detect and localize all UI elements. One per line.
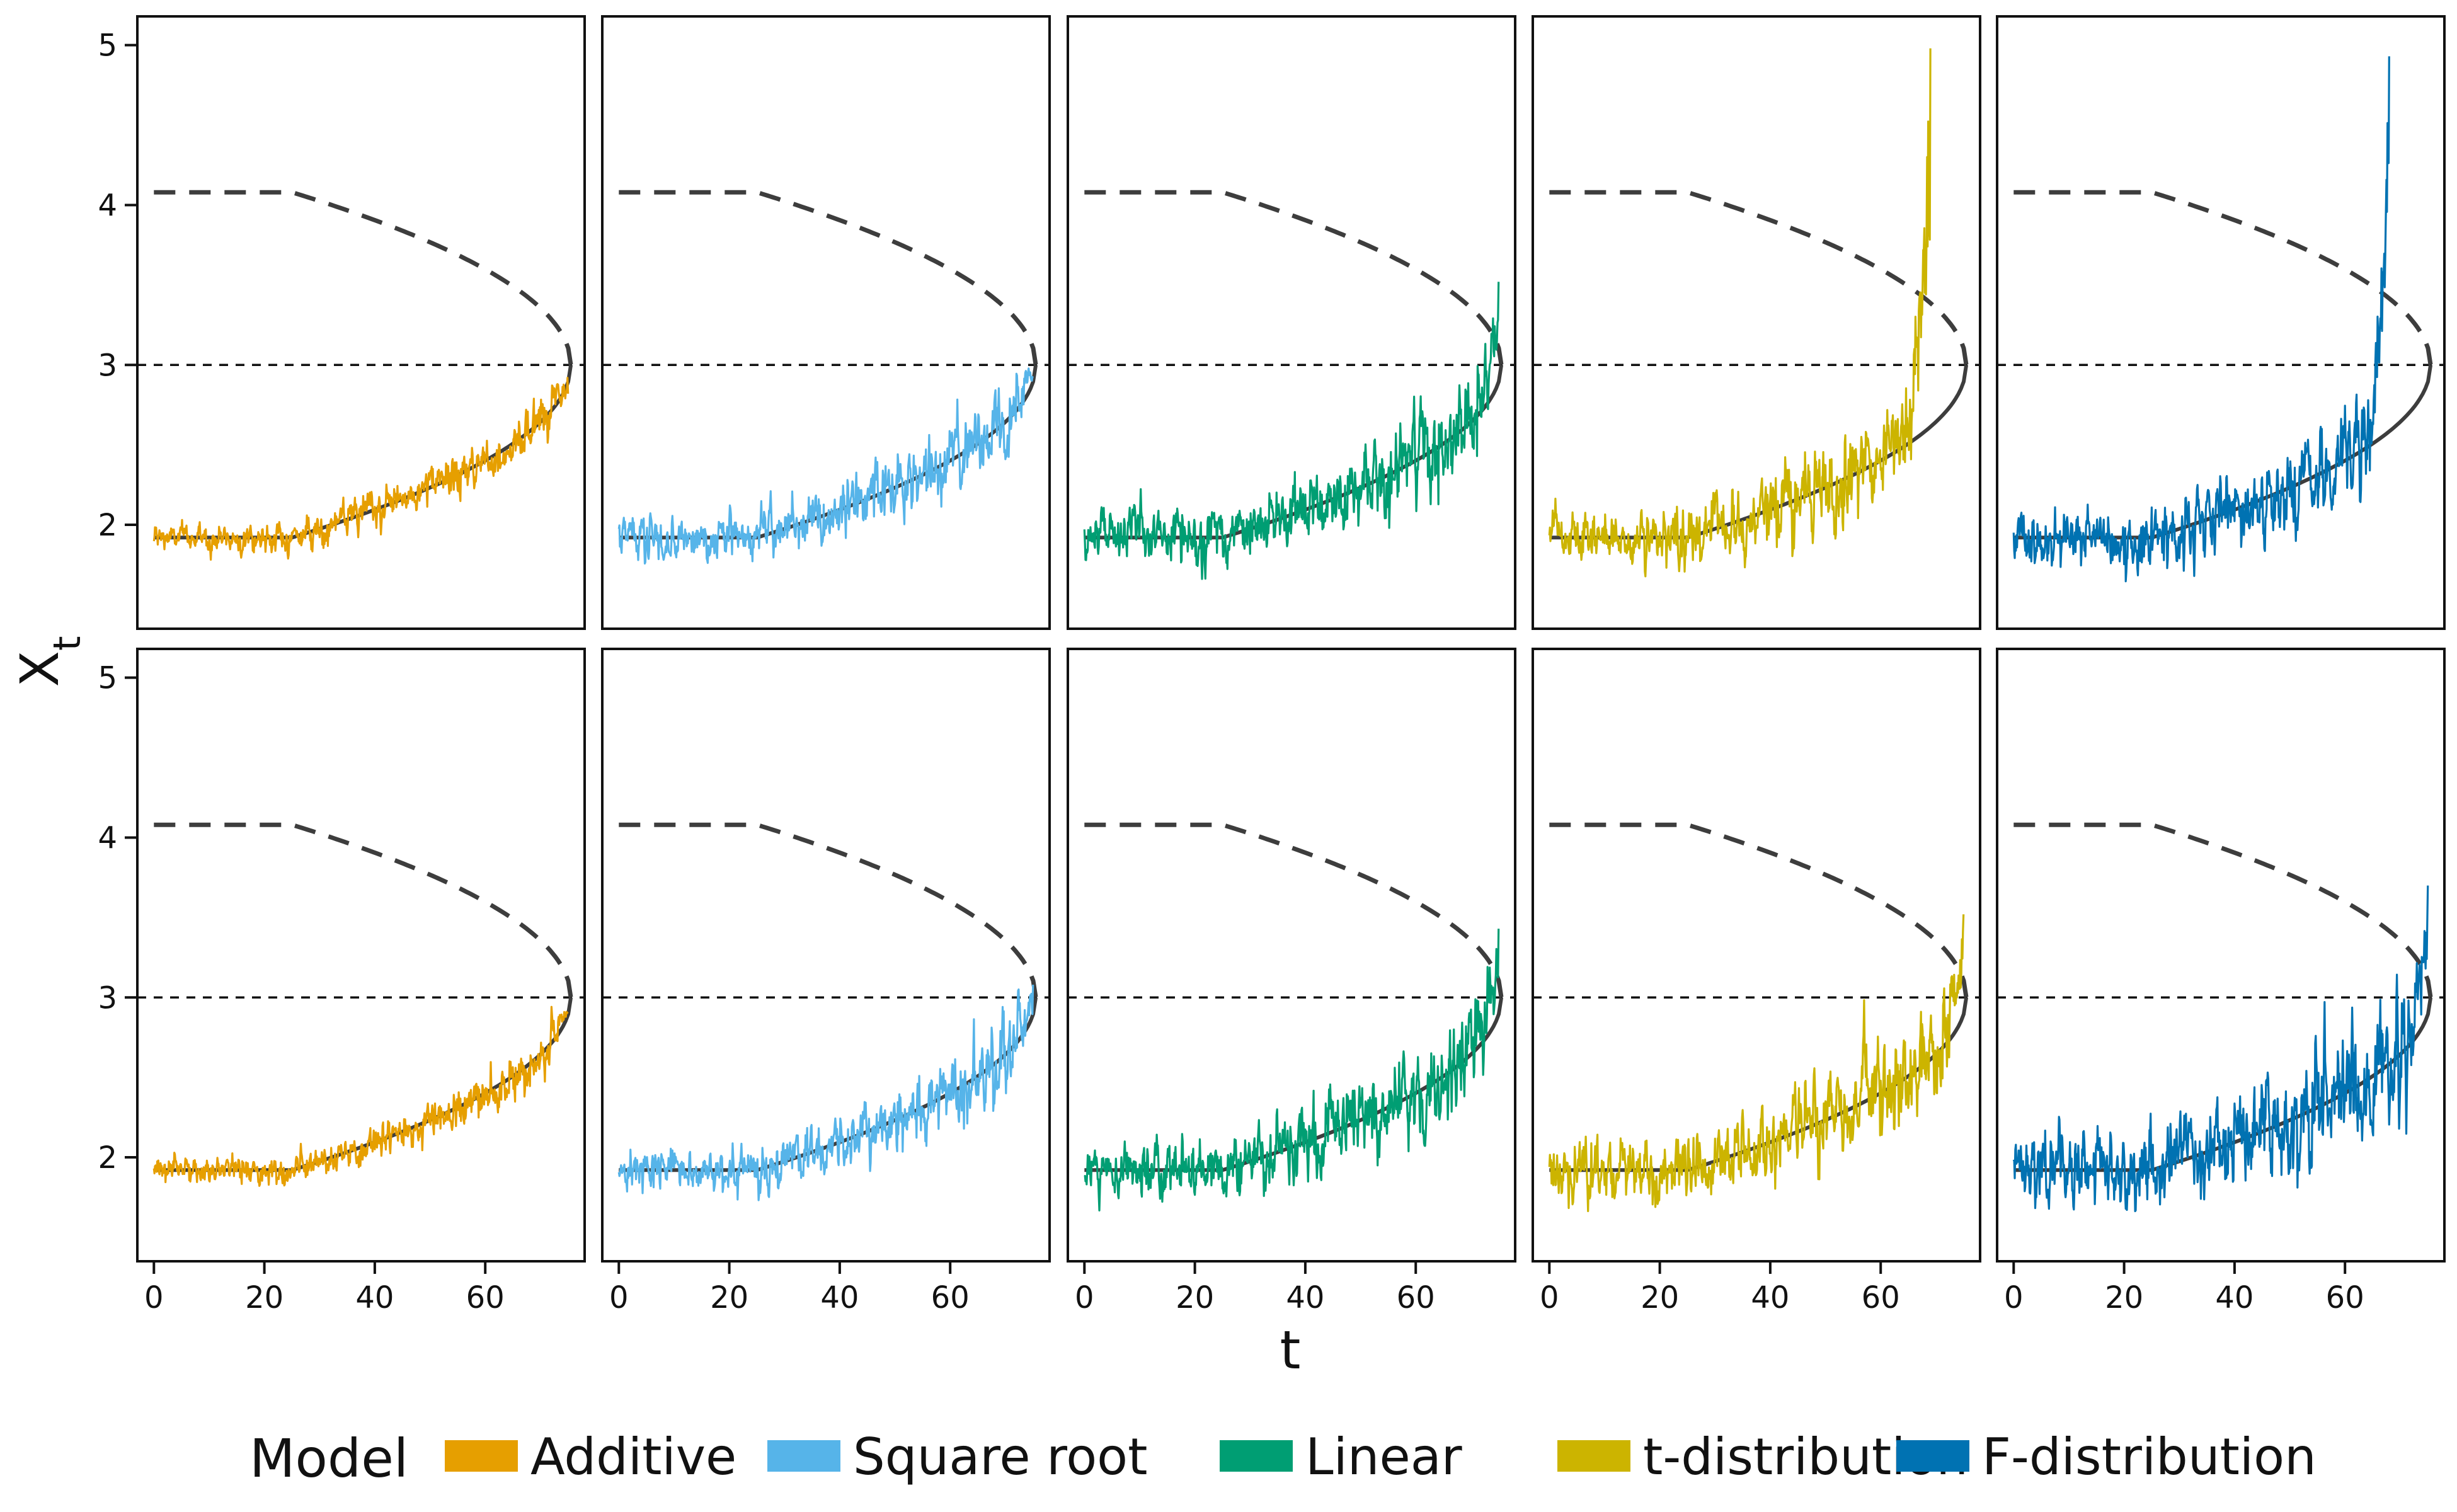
x-tick-label: 60	[1862, 1280, 1900, 1315]
x-tick-label: 20	[1641, 1280, 1679, 1315]
panel-r1-c3-linear	[1067, 15, 1516, 630]
panel-r2-c5-f-distribution	[1996, 648, 2446, 1263]
y-tick-label: 2	[98, 1140, 117, 1176]
unstable-branch	[2013, 190, 2433, 365]
panel-r1-c5-f-distribution	[1996, 15, 2446, 630]
unstable-branch	[1084, 190, 1504, 365]
legend-swatch-additive	[445, 1440, 518, 1472]
unstable-branch	[1084, 822, 1504, 998]
unstable-branch	[619, 822, 1038, 998]
x-tick-label: 0	[1540, 1280, 1559, 1315]
panel-r1-c1-additive	[136, 15, 586, 630]
x-tick-label: 40	[820, 1280, 859, 1315]
series-f-distribution	[2012, 885, 2429, 1213]
y-axis-title-main: X	[9, 651, 71, 687]
unstable-branch	[2013, 822, 2433, 998]
x-tick-label: 20	[1176, 1280, 1214, 1315]
panel-r2-c3-linear	[1067, 648, 1516, 1263]
legend-swatch-f-distribution	[1896, 1440, 1969, 1472]
x-tick-label: 20	[710, 1280, 748, 1315]
series-t-distribution	[1548, 48, 1932, 578]
unstable-branch	[619, 190, 1038, 365]
panel-frame	[1996, 15, 2446, 630]
panel-r1-c4-t-distribution	[1532, 15, 1981, 630]
series-additive	[152, 1005, 569, 1187]
panel-frame	[601, 648, 1051, 1263]
series-linear	[1083, 282, 1500, 580]
y-axis-title-subscript: t	[45, 636, 89, 651]
y-tick-label: 2	[98, 508, 117, 543]
legend-swatch-t-distribution	[1557, 1440, 1630, 1472]
y-tick-label: 5	[98, 661, 117, 696]
panel-frame	[1532, 15, 1981, 630]
x-tick-label: 40	[2215, 1280, 2254, 1315]
series-square-root	[617, 367, 1034, 565]
x-tick-label: 20	[245, 1280, 284, 1315]
unstable-branch	[154, 822, 573, 998]
x-tick-label: 60	[1397, 1280, 1435, 1315]
panel-frame	[601, 15, 1051, 630]
legend-label-linear: Linear	[1305, 1428, 1462, 1486]
unstable-branch	[1549, 190, 1969, 365]
panel-frame	[1532, 648, 1981, 1263]
y-tick-label: 4	[98, 188, 117, 223]
legend-swatch-linear	[1220, 1440, 1293, 1472]
x-tick-label: 60	[2326, 1280, 2364, 1315]
legend-label-square-root: Square root	[853, 1428, 1147, 1486]
x-tick-label: 0	[1075, 1280, 1094, 1315]
legend-label-additive: Additive	[530, 1428, 736, 1486]
panel-frame	[1067, 648, 1516, 1263]
x-tick-label: 0	[609, 1280, 629, 1315]
series-square-root	[617, 984, 1034, 1201]
panel-frame	[1067, 15, 1516, 630]
panels-layer	[136, 15, 2446, 1263]
legend: Model Additive Square root Linear t-distrib…	[249, 1428, 2317, 1489]
panel-r2-c1-additive	[136, 648, 586, 1263]
series-linear	[1084, 929, 1500, 1211]
x-tick-label: 60	[466, 1280, 505, 1315]
unstable-branch	[1549, 822, 1969, 998]
panel-r2-c4-t-distribution	[1532, 648, 1981, 1263]
y-tick-label: 3	[98, 980, 117, 1016]
panel-r2-c2-square-root	[601, 648, 1051, 1263]
x-tick-label: 40	[355, 1280, 394, 1315]
y-tick-label: 4	[98, 820, 117, 856]
x-axis-title: t	[1280, 1319, 1301, 1381]
series-t-distribution	[1548, 914, 1965, 1212]
x-tick-label: 0	[2004, 1280, 2024, 1315]
legend-title: Model	[249, 1428, 408, 1489]
panel-frame	[1996, 648, 2446, 1263]
y-tick-label: 3	[98, 348, 117, 383]
unstable-branch	[154, 190, 573, 365]
panel-r1-c2-square-root	[601, 15, 1051, 630]
axes-layer: 2 3 4 5 2 3 4 5 0 20 40 60 0 20 40 60 0 20 40 60 0 20 40 60 0 20 4…	[98, 28, 2364, 1315]
x-tick-label: 0	[144, 1280, 164, 1315]
series-f-distribution	[2012, 56, 2390, 583]
panel-frame	[136, 648, 586, 1263]
legend-label-f-distribution: F-distribution	[1982, 1428, 2317, 1486]
x-tick-label: 40	[1286, 1280, 1324, 1315]
y-axis-title: Xt	[9, 636, 89, 687]
y-tick-label: 5	[98, 28, 117, 64]
x-tick-label: 20	[2105, 1280, 2143, 1315]
series-additive	[152, 377, 570, 561]
legend-swatch-square-root	[767, 1440, 840, 1472]
panel-frame	[136, 15, 586, 630]
x-tick-label: 60	[931, 1280, 970, 1315]
x-tick-label: 40	[1751, 1280, 1789, 1315]
